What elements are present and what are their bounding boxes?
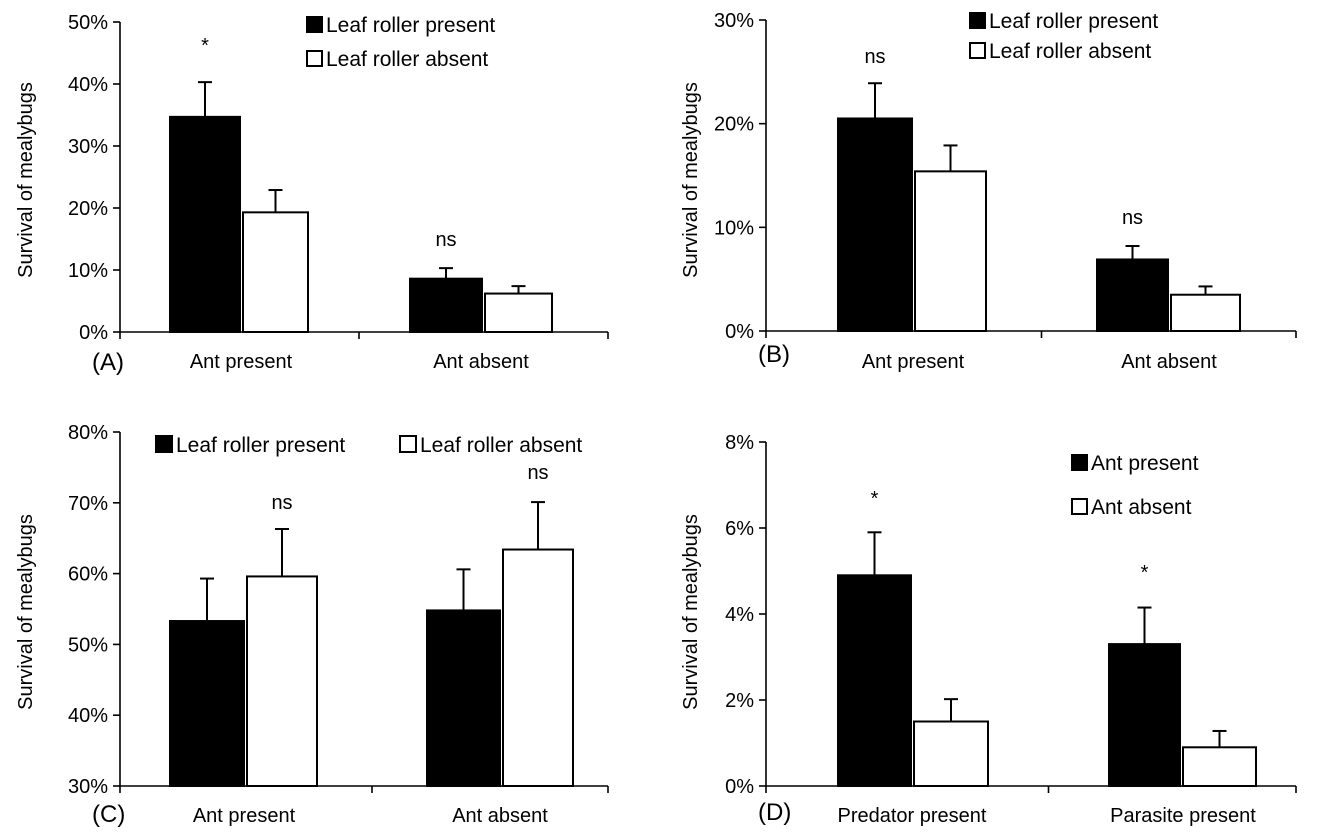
bar-series1 [169, 115, 241, 333]
bar-series1 [409, 277, 483, 333]
chart-panel-1: 0% 10% 20% 30% 40% 50% Ant present * Ant absent n… [15, 12, 609, 376]
y-tick-label: 8% [725, 432, 754, 454]
y-tick-label: 10% [68, 260, 108, 282]
x-category-label: Parasite present [1110, 805, 1256, 827]
bar-series2 [242, 211, 309, 333]
legend-swatch [306, 50, 323, 67]
legend-swatch [399, 435, 417, 453]
y-tick-label: 80% [68, 422, 108, 444]
y-tick-label: 2% [725, 690, 754, 712]
legend-swatch [155, 435, 173, 453]
y-axis-label: Survival of mealybugs [15, 82, 37, 278]
bar-series2 [913, 720, 989, 787]
y-tick-label: 70% [68, 493, 108, 515]
bar-series1 [426, 609, 501, 788]
x-category-label: Ant absent [433, 351, 529, 373]
y-tick-label: 50% [68, 12, 108, 34]
y-tick-label: 30% [714, 10, 754, 32]
bar-series2 [1182, 746, 1257, 787]
y-tick-label: 0% [725, 321, 754, 343]
bar-series1 [1108, 643, 1181, 787]
y-tick-label: 0% [79, 322, 108, 344]
significance-label: ns [864, 46, 885, 68]
significance-label: ns [1122, 207, 1143, 229]
panel-label: (D) [758, 799, 791, 826]
legend-entry-label: Ant absent [1091, 496, 1192, 519]
legend-swatch [1071, 498, 1088, 515]
legend-swatch [306, 16, 323, 33]
significance-label: * [1141, 562, 1149, 584]
y-tick-label: 50% [68, 634, 108, 656]
x-category-label: Ant absent [1121, 351, 1217, 373]
y-axis-label: Survival of mealybugs [680, 514, 702, 710]
legend-entry-label: Leaf roller present [989, 10, 1158, 33]
panel-label: (C) [92, 801, 125, 828]
legend-entry-label: Leaf roller absent [326, 48, 488, 71]
x-category-label: Ant absent [452, 805, 548, 827]
legend-entry-label: Leaf roller present [176, 434, 345, 457]
significance-label: ns [527, 462, 548, 484]
legend-entry-label: Leaf roller absent [989, 40, 1151, 63]
x-category-label: Ant present [862, 351, 965, 373]
significance-label: * [871, 488, 879, 510]
bar-series2 [1170, 293, 1241, 333]
bar-series2 [914, 170, 987, 332]
legend-entry-label: Ant present [1091, 452, 1199, 475]
y-tick-label: 30% [68, 136, 108, 158]
panel-label: (B) [758, 341, 790, 368]
x-category-label: Predator present [838, 805, 987, 827]
y-tick-label: 40% [68, 74, 108, 96]
x-category-label: Ant present [190, 351, 293, 373]
chart-panel-2: 0% 10% 20% 30% Ant present ns Ant absent ns Surv… [680, 10, 1297, 373]
significance-label: ns [435, 229, 456, 251]
bar-series1 [837, 574, 912, 787]
legend-entry-label: Leaf roller present [326, 14, 495, 37]
y-tick-label: 20% [714, 114, 754, 136]
y-tick-label: 10% [714, 217, 754, 239]
bar-series1 [837, 117, 913, 332]
legend-swatch [969, 42, 986, 59]
significance-label: * [201, 35, 209, 57]
bar-series2 [246, 575, 318, 787]
bar-series2 [502, 548, 574, 788]
legend-swatch [969, 12, 986, 29]
bar-series1 [1096, 258, 1169, 332]
y-tick-label: 4% [725, 604, 754, 626]
y-tick-label: 60% [68, 564, 108, 586]
y-tick-label: 20% [68, 198, 108, 220]
y-tick-label: 6% [725, 518, 754, 540]
bar-series2 [484, 292, 553, 333]
y-tick-label: 40% [68, 705, 108, 727]
y-tick-label: 0% [725, 776, 754, 798]
panel-label: (A) [92, 349, 124, 376]
significance-label: ns [271, 492, 292, 514]
y-axis-label: Survival of mealybugs [15, 514, 37, 710]
chart-panel-4: 0% 2% 4% 6% 8% Predator present * Parasite pres… [680, 432, 1297, 827]
bar-series1 [169, 620, 245, 788]
x-category-label: Ant present [193, 805, 296, 827]
chart-panel-3: 30% 40% 50% 60% 70% 80% Ant present ns Ant absen… [15, 422, 609, 828]
y-tick-label: 30% [68, 776, 108, 798]
legend-entry-label: Leaf roller absent [420, 434, 582, 457]
legend-swatch [1071, 454, 1088, 471]
y-axis-label: Survival of mealybugs [680, 82, 702, 278]
